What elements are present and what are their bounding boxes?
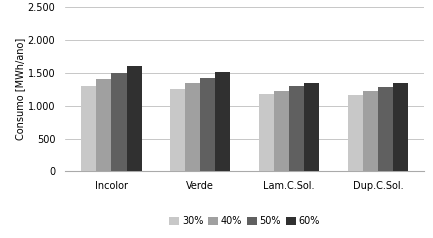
Y-axis label: Consumo [MWh/ano]: Consumo [MWh/ano]: [15, 38, 25, 140]
Bar: [363, 91, 378, 171]
Bar: [200, 78, 215, 171]
Bar: [170, 89, 185, 171]
Bar: [126, 66, 142, 171]
Bar: [259, 94, 274, 171]
Bar: [81, 86, 97, 171]
Bar: [185, 83, 200, 171]
Bar: [348, 94, 363, 171]
Bar: [111, 73, 126, 171]
Bar: [97, 79, 111, 171]
Bar: [274, 91, 289, 171]
Bar: [304, 83, 319, 171]
Bar: [215, 73, 230, 171]
Legend: 30%, 40%, 50%, 60%: 30%, 40%, 50%, 60%: [165, 212, 324, 230]
Bar: [393, 83, 408, 171]
Bar: [378, 87, 393, 171]
Bar: [289, 86, 304, 171]
